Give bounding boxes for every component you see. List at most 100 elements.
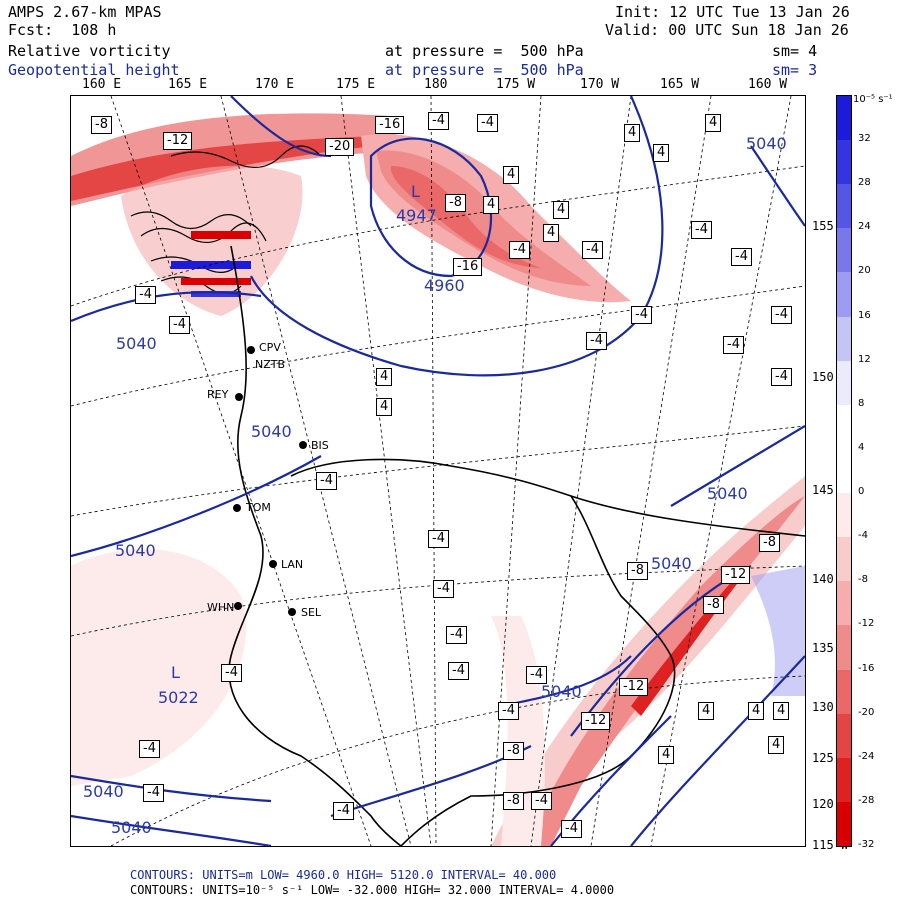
vort-label: -4: [691, 221, 712, 239]
pressure1: at pressure = 500 hPa: [385, 42, 584, 60]
station-dot: [269, 560, 277, 568]
station-dot: [235, 393, 243, 401]
height-label: 5040: [746, 134, 787, 153]
vort-label: 4: [376, 368, 393, 386]
vort-label: 4: [503, 166, 520, 184]
colorbar-tick-label: -32: [858, 839, 875, 850]
colorbar-segment: [837, 537, 851, 582]
vort-label: -4: [135, 286, 156, 304]
colorbar-tick-label: -8: [858, 574, 868, 586]
vort-label: -4: [498, 702, 519, 720]
colorbar-tick-label: 12: [858, 353, 871, 365]
colorbar-segment: [837, 669, 851, 715]
colorbar-segment: [837, 493, 851, 538]
station-label: TOM: [246, 501, 271, 514]
lon-label: 165 W: [660, 77, 700, 92]
height-label: 5040: [707, 484, 748, 503]
vort-label: -4: [771, 306, 792, 324]
colorbar-segment: [837, 140, 851, 185]
map-graphic: [71, 96, 805, 846]
colorbar-tick-label: -24: [858, 750, 875, 762]
vort-label: -12: [619, 678, 649, 696]
station-label: WHN: [207, 601, 235, 614]
map-panel[interactable]: 5040 5040 5040 5040 5040 5040 5040 5040 …: [70, 95, 806, 847]
colorbar-segment: [837, 757, 851, 803]
field1-name: Relative vorticity: [8, 42, 171, 60]
colorbar-tick-label: 24: [858, 221, 871, 233]
lon-label: 160 E: [82, 77, 122, 92]
station-label: REY: [207, 388, 229, 401]
station-label: LAN: [281, 558, 304, 571]
height-label: 5022: [158, 688, 199, 707]
colorbar-tick-label: 28: [858, 177, 871, 189]
station-dot: [247, 346, 255, 354]
lon-label: 160 W: [748, 77, 788, 92]
colorbar-tick-label: -12: [858, 618, 875, 630]
vort-label: -4: [333, 802, 354, 820]
vort-label: -12: [163, 132, 193, 150]
vort-label: -8: [759, 534, 780, 552]
init-time: Init: 12 UTC Tue 13 Jan 26: [615, 3, 850, 21]
vort-label: 4: [543, 224, 560, 242]
vort-label: -20: [325, 138, 355, 156]
low-center: L: [171, 663, 180, 682]
vort-label: -12: [581, 712, 611, 730]
vort-label: -4: [771, 368, 792, 386]
smoothing2: sm= 3: [772, 61, 818, 79]
colorbar-segment: [837, 228, 851, 273]
vort-label: -16: [453, 258, 483, 276]
vort-label: -8: [503, 792, 524, 810]
colorbar-tick-label: -4: [858, 530, 868, 542]
colorbar-segment: [837, 581, 851, 626]
vort-label: -4: [428, 530, 449, 548]
station-dot: [233, 504, 241, 512]
model-title: AMPS 2.67-km MPAS: [8, 3, 162, 21]
height-label: 5040: [115, 541, 156, 560]
station-dot: [299, 441, 307, 449]
vort-label: -4: [143, 784, 164, 802]
colorbar-tick-label: 32: [858, 133, 871, 145]
vort-label: -4: [582, 241, 603, 259]
vort-label: 4: [658, 746, 675, 764]
colorbar-segment: [837, 360, 851, 406]
station-label: BIS: [311, 439, 329, 452]
smoothing1: sm= 4: [772, 42, 818, 60]
vort-label: -8: [703, 596, 724, 614]
lon-label: 165 E: [168, 77, 208, 92]
vort-label: -4: [169, 316, 190, 334]
station-label: SEL: [301, 606, 322, 619]
low-center: L: [411, 182, 420, 201]
vort-label: -16: [375, 116, 405, 134]
height-label: 5040: [541, 682, 582, 701]
colorbar-segment: [837, 448, 851, 494]
vort-label: -4: [446, 626, 467, 644]
pressure2: at pressure = 500 hPa: [385, 61, 584, 79]
vort-label: -4: [531, 792, 552, 810]
vort-label: -4: [139, 740, 160, 758]
vort-label: -4: [477, 114, 498, 132]
vort-label: 4: [698, 702, 715, 720]
height-contour-info: CONTOURS: UNITS=m LOW= 4960.0 HIGH= 5120…: [130, 868, 557, 882]
vort-label: -4: [631, 306, 652, 324]
lon-label: 175 W: [496, 77, 536, 92]
colorbar-tick-label: 0: [858, 486, 865, 498]
vort-label: -8: [91, 116, 112, 134]
vort-label: 4: [483, 196, 500, 214]
station-dot: [234, 602, 242, 610]
vort-label: -4: [428, 112, 449, 130]
vort-label: 4: [624, 124, 641, 142]
vort-label: 4: [705, 114, 722, 132]
vort-label: -4: [221, 664, 242, 682]
colorbar-segment: [837, 272, 851, 318]
height-label: 4947: [396, 206, 437, 225]
colorbar-tick-label: 16: [858, 309, 871, 321]
vort-label: 4: [553, 201, 570, 219]
colorbar-tick-label: 8: [858, 397, 865, 409]
vort-label: -4: [509, 241, 530, 259]
colorbar-segment: [837, 713, 851, 759]
vort-label: 4: [768, 736, 785, 754]
vort-label: -4: [433, 580, 454, 598]
height-label: 4960: [424, 276, 465, 295]
station-label: NZTB: [255, 358, 286, 371]
colorbar-tick-label: -28: [858, 794, 875, 806]
